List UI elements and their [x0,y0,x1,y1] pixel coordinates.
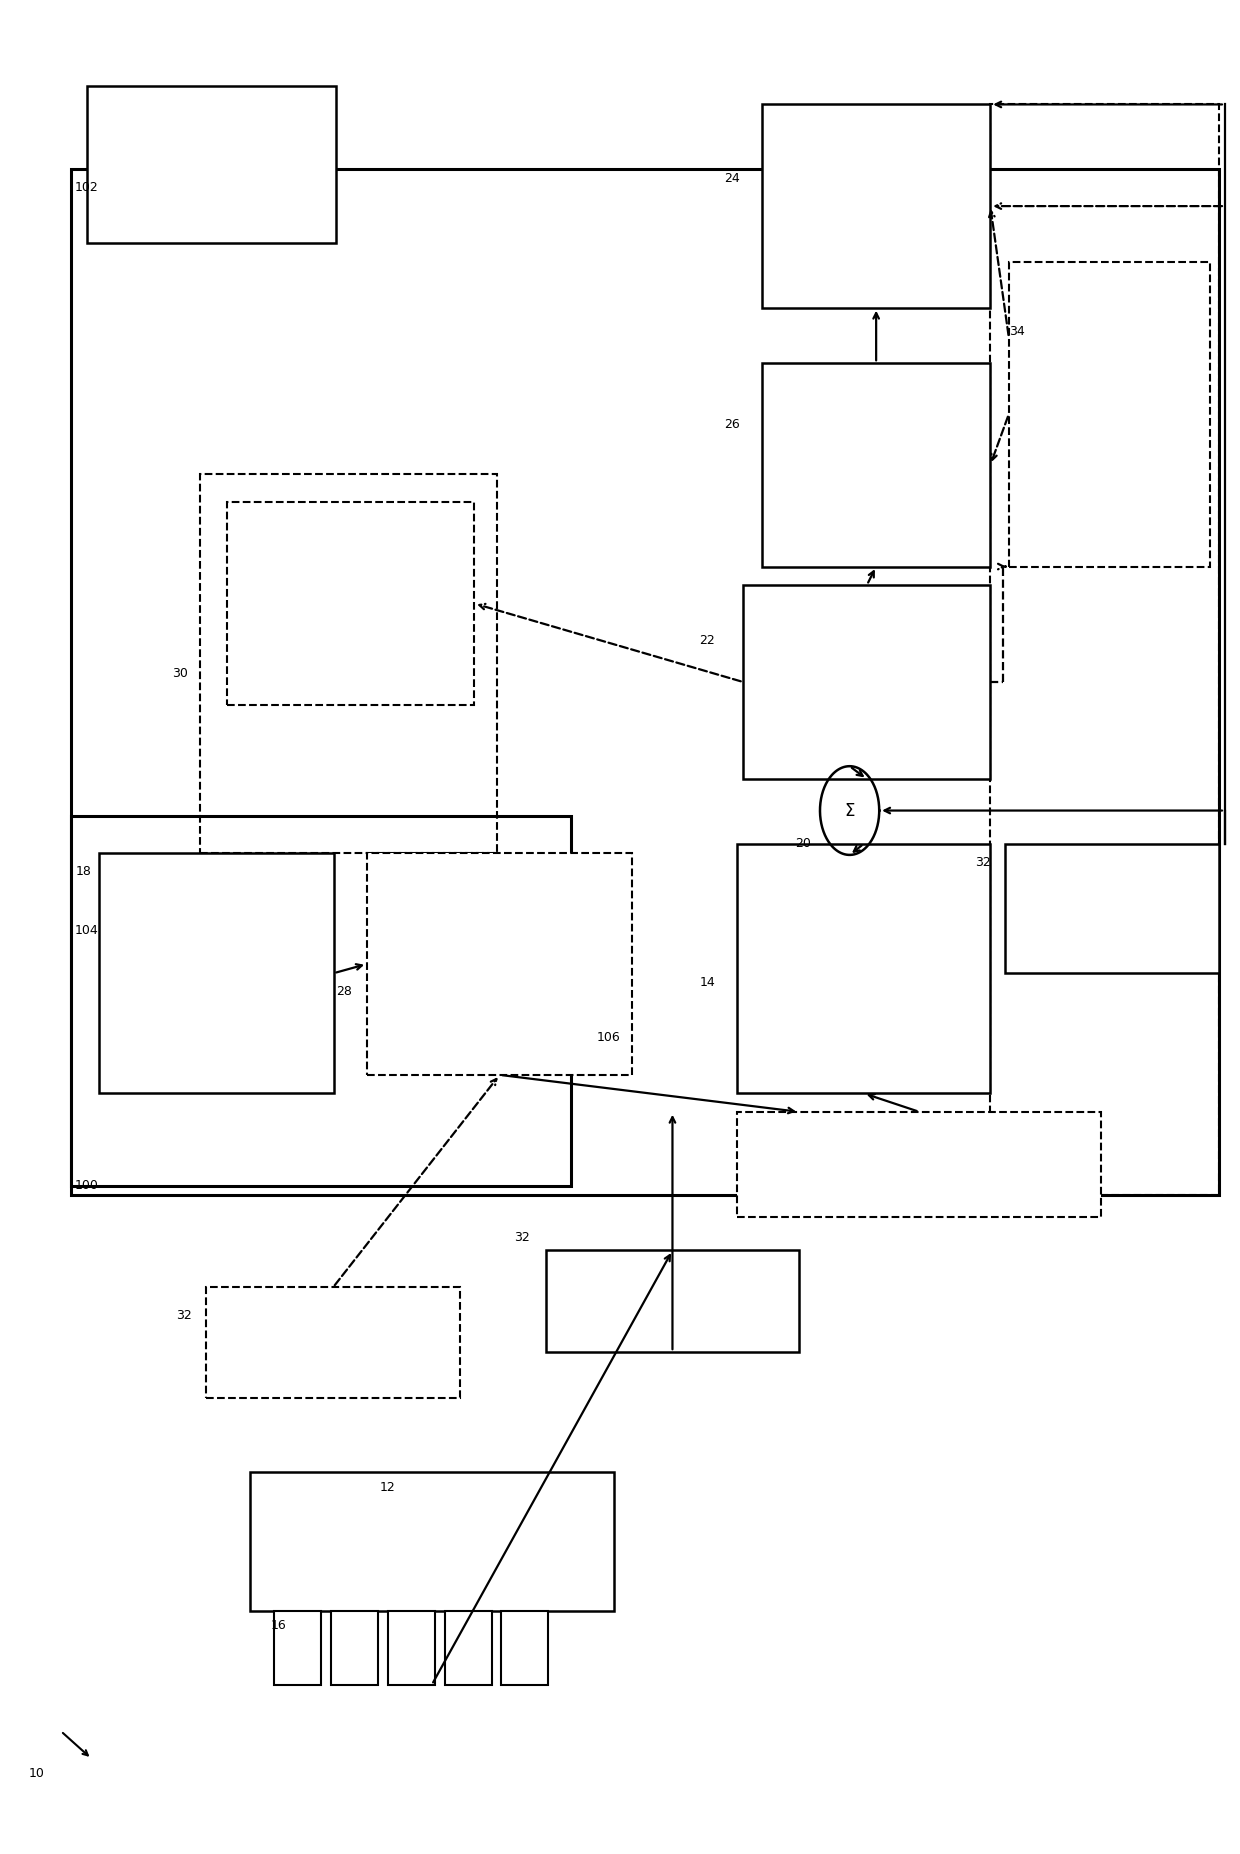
Bar [1009,261,1210,567]
Bar [1006,844,1219,973]
Text: PROCESSOR(S): PROCESSOR(S) [159,158,264,172]
Text: 22: 22 [699,634,715,647]
Bar [761,363,991,567]
Bar [367,853,632,1075]
Text: ALERT
MODULE: ALERT MODULE [838,667,895,695]
Text: PROGNOSTIC
MODULE: PROGNOSTIC MODULE [1065,400,1153,428]
Text: REFERENCE
LIBRARY H: REFERENCE LIBRARY H [177,959,255,986]
Text: 12: 12 [379,1481,396,1494]
Bar [274,1611,321,1685]
Text: 32: 32 [176,1309,192,1322]
Text: 16: 16 [270,1619,286,1632]
Bar [445,1611,491,1685]
Text: 26: 26 [724,417,740,430]
Text: EMP.
MODEL: EMP. MODEL [839,955,888,983]
Bar [249,1472,614,1611]
Bar [501,1611,548,1685]
Bar [546,1250,799,1352]
Text: 104: 104 [74,923,98,936]
Text: 32: 32 [975,857,991,870]
Text: 106: 106 [596,1031,620,1044]
Text: 14: 14 [699,975,715,988]
Text: LOCALIZATION
MODULE: LOCALIZATION MODULE [451,949,548,977]
Text: 34: 34 [1009,324,1024,337]
Bar [71,816,570,1187]
Bar [87,85,336,243]
Text: DIAGNOSTIC
MODULE: DIAGNOSTIC MODULE [835,451,918,478]
Bar [99,853,334,1094]
Text: 18: 18 [76,866,92,879]
Text: 28: 28 [336,984,352,997]
Bar [201,475,496,853]
Text: OUTPUT
MODULE/
INTERFACE: OUTPUT MODULE/ INTERFACE [841,185,911,228]
Text: 1  2  3  4  5: 1 2 3 4 5 [1076,903,1148,916]
Bar [331,1611,378,1685]
Text: 100: 100 [74,1179,98,1192]
Bar [738,844,991,1094]
Text: 10: 10 [29,1767,45,1780]
Text: F: F [759,1157,768,1172]
Bar [207,1287,460,1398]
Bar [744,586,991,779]
Text: 20: 20 [796,838,811,851]
Text: ADAPTION
MODULE: ADAPTION MODULE [316,590,384,617]
Text: 102: 102 [74,182,98,195]
Bar [991,104,1219,1196]
Bar [761,104,991,308]
Text: $\Sigma$: $\Sigma$ [844,801,856,819]
Bar [227,502,475,705]
Text: 1  2  3  4  5: 1 2 3 4 5 [298,1337,368,1350]
Text: 1  2  3  4  5: 1 2 3 4 5 [636,1294,708,1307]
Text: 30: 30 [172,667,188,680]
Bar [388,1611,435,1685]
Bar [738,1112,1101,1218]
Bar [71,169,1219,1196]
Text: 32: 32 [515,1231,529,1244]
Text: 24: 24 [724,172,740,185]
Text: OBJECT: OBJECT [405,1535,458,1548]
